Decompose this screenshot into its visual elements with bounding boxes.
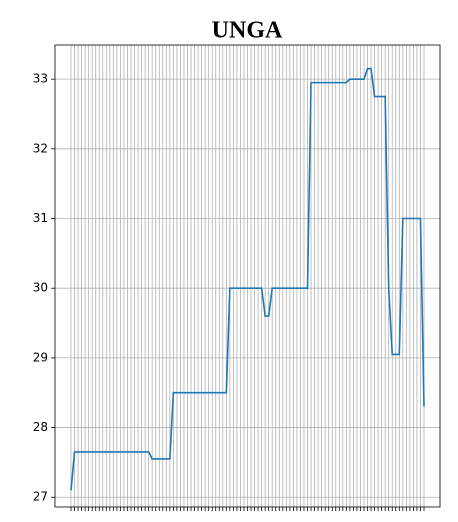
line [70,67,425,491]
y-tick-label: 33 [33,72,48,86]
y-tick-label: 29 [33,350,48,364]
y-tick-label: 31 [33,211,48,225]
y-tick-label: 28 [33,420,48,434]
chart-title: UNGA [212,18,283,44]
y-tick-label: 32 [33,141,48,155]
plot-frame [54,44,441,508]
y-tick-label: 27 [33,490,48,504]
y-tick-label: 30 [33,281,48,295]
